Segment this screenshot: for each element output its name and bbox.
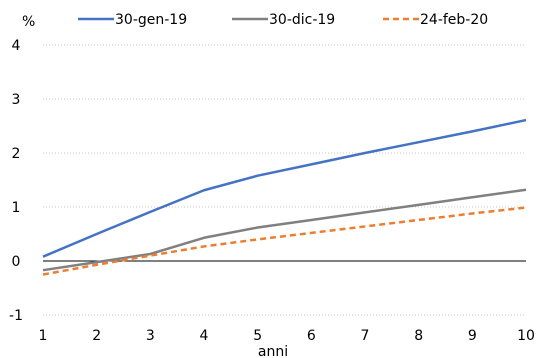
legend: 30-gen-19 30-dic-19 24-feb-20 [78,12,488,28]
y-tick-label: 4 [12,38,21,54]
legend-label: 30-dic-19 [269,12,335,28]
x-tick-label: 2 [92,328,101,344]
series-line-30-dic-19 [42,188,527,272]
x-tick-label: 9 [468,328,477,344]
x-axis-ticks: 1 2 3 4 5 6 7 8 9 10 [39,328,535,344]
series-line-30-gen-19 [42,118,527,258]
legend-label: 30-gen-19 [115,12,187,28]
x-tick-label: 1 [39,328,48,344]
x-tick-label: 7 [361,328,370,344]
y-tick-label: 1 [12,200,21,216]
y-tick-label: 0 [12,254,21,270]
x-tick-label: 4 [200,328,209,344]
y-tick-label: -1 [9,308,23,324]
x-tick-label: 3 [146,328,155,344]
series-lines [42,118,527,276]
x-tick-label: 10 [517,328,535,344]
y-axis-unit: % [22,14,35,30]
y-axis-ticks: -1 0 1 2 3 4 [9,38,23,324]
legend-label: 24-feb-20 [420,12,488,28]
x-axis-label: anni [258,344,288,358]
x-tick-label: 8 [414,328,423,344]
grid-lines [43,44,526,316]
x-tick-label: 5 [253,328,262,344]
y-tick-label: 2 [12,146,21,162]
series-line-24-feb-20 [42,206,527,276]
x-tick-label: 6 [307,328,316,344]
y-tick-label: 3 [12,92,21,108]
